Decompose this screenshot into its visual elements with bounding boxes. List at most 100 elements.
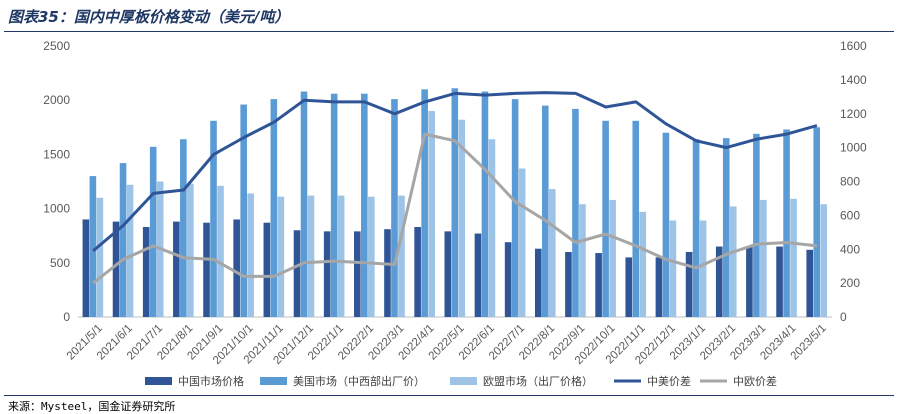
bar xyxy=(776,246,783,317)
bar xyxy=(173,221,180,317)
bar xyxy=(753,133,760,317)
bar xyxy=(119,163,127,317)
bar xyxy=(421,89,428,317)
line-series-cn-us xyxy=(92,91,818,253)
bar xyxy=(820,204,828,317)
bar xyxy=(330,93,338,317)
legend-label: 中美价差 xyxy=(647,374,691,388)
bar xyxy=(300,91,308,317)
bar xyxy=(323,231,331,317)
bar xyxy=(699,220,707,317)
bar xyxy=(277,196,285,317)
bar xyxy=(203,222,210,317)
left-tick-label: 1500 xyxy=(43,147,70,161)
bar xyxy=(149,146,157,317)
bar xyxy=(112,221,120,317)
bar xyxy=(414,227,421,317)
bar xyxy=(488,139,496,317)
bar xyxy=(729,206,737,317)
bar xyxy=(662,132,670,317)
legend-label: 中国市场价格 xyxy=(178,374,244,388)
bar xyxy=(548,189,556,317)
bar xyxy=(722,138,730,317)
right-tick-label: 1200 xyxy=(840,107,867,121)
left-tick-label: 500 xyxy=(50,256,70,270)
bar xyxy=(541,105,549,318)
bar xyxy=(240,104,247,317)
bar xyxy=(307,195,315,317)
bar xyxy=(384,229,391,317)
lines-layer xyxy=(92,91,818,285)
bar xyxy=(180,139,187,317)
bar xyxy=(609,199,616,317)
bar xyxy=(692,139,700,317)
left-tick-label: 2000 xyxy=(43,93,70,107)
bar xyxy=(458,119,466,317)
bar xyxy=(398,195,405,317)
bar xyxy=(263,222,271,317)
left-tick-label: 2500 xyxy=(43,39,70,53)
bar xyxy=(337,195,345,317)
bar xyxy=(247,193,254,317)
bar xyxy=(579,204,586,317)
bar xyxy=(518,168,526,317)
bar xyxy=(790,198,797,317)
right-tick-label: 1600 xyxy=(840,39,867,53)
x-tick-labels: 2021/5/12021/6/12021/7/12021/8/12021/9/1… xyxy=(65,322,829,367)
legend-swatch xyxy=(450,377,477,385)
bar xyxy=(602,120,609,318)
bar xyxy=(504,242,512,317)
right-tick-label: 800 xyxy=(840,175,860,189)
bar xyxy=(632,120,640,318)
bar xyxy=(625,257,633,317)
bar xyxy=(565,251,572,317)
source-note: 来源：Mysteel，国金证券研究所 xyxy=(8,400,176,413)
bar xyxy=(715,246,723,317)
bar xyxy=(639,211,647,317)
bar xyxy=(142,227,150,317)
bar xyxy=(595,253,602,317)
bars-layer xyxy=(82,88,828,318)
line-series-cn-eu xyxy=(92,132,818,285)
bar xyxy=(82,219,90,317)
legend-label: 美国市场（中西部出厂价） xyxy=(293,374,425,388)
right-tick-label: 600 xyxy=(840,208,860,222)
bar xyxy=(354,231,361,317)
bar xyxy=(572,108,579,317)
right-tick-label: 1400 xyxy=(840,73,867,87)
bar xyxy=(474,233,482,317)
left-tick-label: 0 xyxy=(63,310,70,324)
source-rule xyxy=(4,395,894,396)
bar xyxy=(233,219,240,317)
bar xyxy=(96,197,104,317)
bar xyxy=(391,99,398,317)
right-tick-label: 0 xyxy=(840,310,847,324)
title-rule xyxy=(4,31,894,32)
bar xyxy=(783,129,790,317)
bar xyxy=(813,127,821,317)
bar xyxy=(655,257,663,317)
bar xyxy=(746,246,753,317)
legend: 中国市场价格 美国市场（中西部出厂价） 欧盟市场（出厂价格） 中美价差 中欧价差 xyxy=(145,374,777,388)
axes-layer: 0 500 1000 1500 2000 2500 0 200 400 600 800 1000 120… xyxy=(43,39,867,324)
legend-label: 欧盟市场（出厂价格） xyxy=(483,374,593,388)
legend-swatch xyxy=(260,377,287,385)
bar xyxy=(270,99,278,317)
bar xyxy=(685,251,693,317)
bar xyxy=(760,199,767,317)
right-tick-label: 400 xyxy=(840,242,860,256)
right-tick-label: 200 xyxy=(840,276,860,290)
bar xyxy=(217,185,224,317)
bar xyxy=(534,248,542,317)
legend-swatch xyxy=(145,377,172,385)
bar xyxy=(511,99,519,317)
bar xyxy=(368,196,375,317)
bar xyxy=(806,249,814,317)
bar xyxy=(444,231,452,317)
left-tick-label: 1000 xyxy=(43,202,70,216)
bar xyxy=(451,88,459,317)
bar xyxy=(187,183,194,317)
bar xyxy=(428,111,435,317)
bar xyxy=(481,91,489,317)
